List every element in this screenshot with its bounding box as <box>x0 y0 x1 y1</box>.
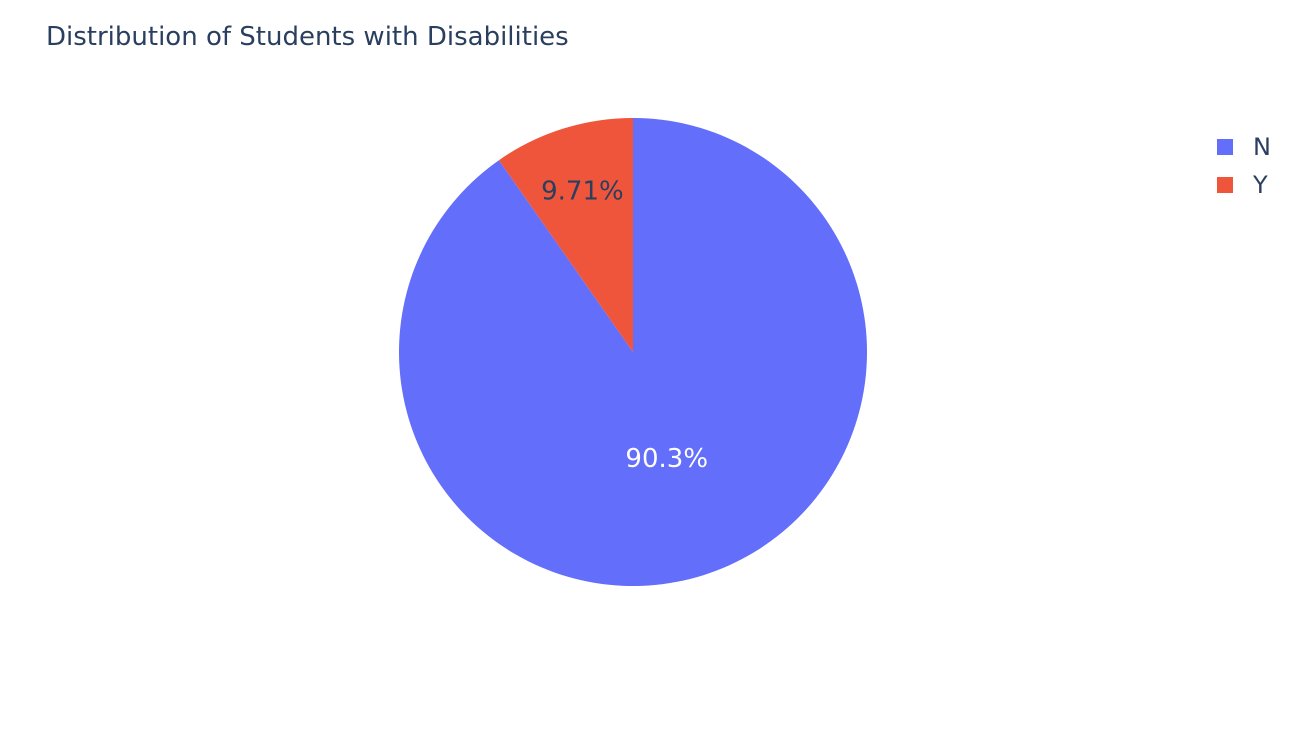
legend-item-y[interactable]: Y <box>1217 166 1271 204</box>
legend-swatch-y <box>1217 177 1233 193</box>
pie-slices <box>399 118 868 586</box>
slice-label-n: 90.3% <box>625 444 708 474</box>
slice-label-y: 9.71% <box>541 176 624 206</box>
legend-label-n: N <box>1253 133 1271 161</box>
chart-title: Distribution of Students with Disabiliti… <box>46 22 569 52</box>
legend-item-n[interactable]: N <box>1217 128 1271 166</box>
legend[interactable]: N Y <box>1217 128 1271 204</box>
pie-slice-n[interactable] <box>399 118 868 586</box>
pie-labels: 90.3% 9.71% <box>541 176 708 474</box>
legend-swatch-n <box>1217 139 1233 155</box>
legend-label-y: Y <box>1253 171 1268 199</box>
pie-slice-y[interactable] <box>498 118 633 352</box>
